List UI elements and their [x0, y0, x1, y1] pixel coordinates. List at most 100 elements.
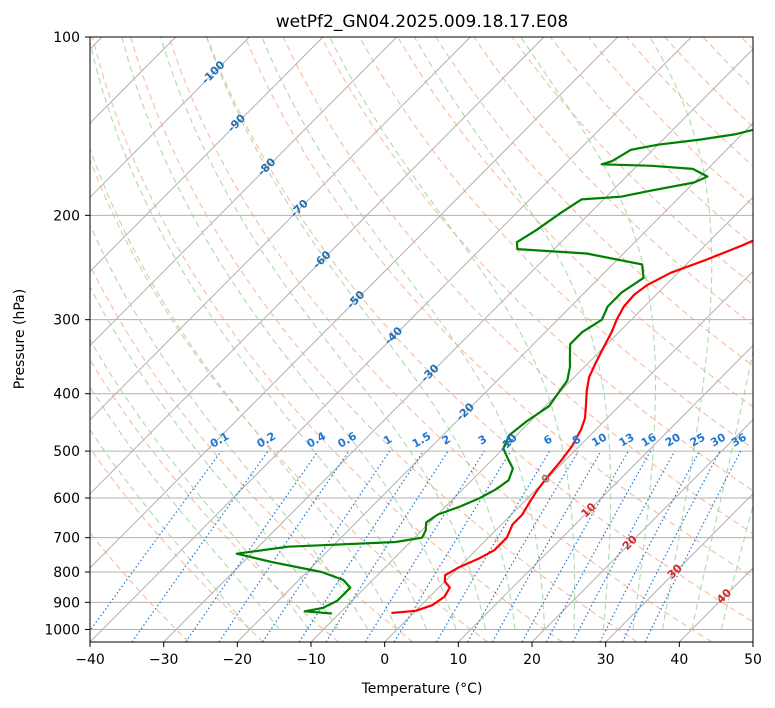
- isotherm-line: [90, 37, 692, 642]
- isotherm-line: [90, 37, 324, 273]
- moist-adiabat: [691, 349, 753, 630]
- mixing-ratio-line: [621, 450, 721, 642]
- plot-area: -100-90-80-70-60-50-40-30-20-10010203040…: [90, 37, 753, 642]
- dry-adiabat: [664, 37, 753, 128]
- moist-adiabat: [90, 428, 251, 630]
- moist-adiabat: [121, 37, 457, 630]
- mixing-ratio-line: [262, 450, 391, 642]
- y-tick-label: 900: [53, 595, 80, 611]
- data-series: [235, 128, 753, 615]
- mixing-ratio-line: [364, 450, 485, 642]
- isotherm-line: [678, 567, 753, 642]
- mixing-ratio-label: 16: [639, 430, 659, 449]
- isotherm-line: [384, 270, 753, 642]
- x-tick-label: −40: [75, 652, 105, 668]
- mixing-ratio-line: [90, 450, 222, 632]
- y-tick-label: 500: [53, 444, 80, 460]
- dry-adiabat: [320, 37, 753, 492]
- moist-adiabat: [90, 285, 339, 630]
- dewpoint-line: [235, 128, 753, 615]
- dry-adiabat: [244, 37, 753, 579]
- mixing-ratio-label: 0.6: [335, 429, 359, 450]
- mixing-ratio-line: [572, 450, 676, 642]
- isotherm-line: [531, 418, 753, 642]
- y-tick-label: 200: [53, 208, 80, 224]
- isotherm-line: [90, 37, 250, 199]
- mixing-ratio-line: [298, 450, 424, 642]
- x-tick-label: −20: [223, 652, 253, 668]
- mixing-ratio-line: [599, 450, 700, 642]
- y-tick-label: 100: [53, 30, 80, 46]
- moist-adiabat: [520, 37, 657, 630]
- dry-adiabat: [282, 37, 753, 535]
- moist-adiabat: [90, 338, 310, 630]
- isotherm-line: [90, 37, 471, 421]
- dry-adiabat: [90, 447, 264, 642]
- y-tick-label: 600: [53, 491, 80, 507]
- moist-adiabat: [160, 37, 487, 630]
- moist-adiabat: [206, 37, 516, 630]
- mixing-ratio-line: [185, 450, 319, 642]
- y-axis-label: Pressure (hPa): [12, 289, 28, 389]
- x-tick-label: 50: [744, 652, 762, 668]
- y-tick-label: 400: [53, 387, 80, 403]
- mixing-ratio-line: [435, 450, 551, 642]
- dry-adiabat: [473, 37, 753, 326]
- x-axis-ticks: −40 −30 −20 −10 0 10 20 30 40 50: [75, 642, 762, 668]
- x-tick-label: 40: [670, 652, 688, 668]
- x-tick-label: −30: [149, 652, 179, 668]
- x-tick-label: 20: [523, 652, 541, 668]
- dry-adiabat: [206, 37, 753, 623]
- dry-adiabat: [587, 37, 753, 207]
- dry-adiabat: [90, 531, 190, 642]
- dry-adiabat: [90, 264, 414, 642]
- mixing-ratio-line: [393, 450, 512, 642]
- x-axis-label: Temperature (°C): [361, 681, 483, 697]
- mixing-ratio-label: 30: [708, 430, 728, 449]
- background-lines: [90, 37, 753, 642]
- dry-adiabat: [511, 37, 753, 286]
- moist-adiabat: [413, 37, 612, 630]
- isotherm-line: [236, 122, 753, 642]
- x-tick-label: −10: [296, 652, 326, 668]
- mixing-ratio-line: [545, 450, 652, 642]
- x-tick-label: 0: [380, 652, 389, 668]
- mixing-ratio-line: [131, 450, 269, 642]
- dry-adiabat: [168, 37, 712, 642]
- isotherm-line: [457, 344, 753, 642]
- isotherm-line: [90, 37, 398, 347]
- plot-frame: [89, 36, 754, 643]
- moist-adiabat: [90, 40, 428, 630]
- mixing-ratio-line: [218, 450, 350, 642]
- moist-adiabat: [649, 37, 713, 630]
- moist-adiabat: [329, 37, 576, 630]
- moist-adiabat: [261, 37, 546, 630]
- isotherm-line: [90, 37, 619, 569]
- mixing-ratio-label: 2: [440, 433, 453, 448]
- dry-adiabat: [90, 358, 339, 642]
- chart-title: wetPf2_GN04.2025.009.18.17.E08: [276, 12, 568, 32]
- dry-adiabat: [130, 37, 638, 642]
- isotherm-line: [752, 641, 753, 642]
- temperature-line: [391, 239, 753, 615]
- mixing-ratio-label: 6: [541, 432, 554, 447]
- mixing-ratio-line: [521, 450, 629, 642]
- y-tick-label: 700: [53, 531, 80, 547]
- mixing-ratio-label: 3: [476, 433, 489, 448]
- mixing-ratio-label: 0.4: [305, 429, 329, 450]
- y-tick-label: 1000: [44, 622, 80, 638]
- isotherm-line: [605, 493, 753, 642]
- mixing-ratio-line: [644, 450, 742, 642]
- mixing-ratio-label: 0.2: [255, 430, 278, 451]
- isotherm-line: [163, 48, 753, 642]
- y-tick-label: 800: [53, 565, 80, 581]
- dry-adiabat: [740, 37, 753, 50]
- moist-adiabat: [720, 503, 753, 630]
- x-tick-label: 30: [597, 652, 615, 668]
- isotherm-line: [90, 37, 545, 495]
- mixing-ratio-label: 0.1: [208, 430, 231, 451]
- dry-adiabat: [91, 37, 563, 642]
- x-tick-label: 10: [449, 652, 467, 668]
- mixing-ratio-label: 13: [617, 431, 637, 450]
